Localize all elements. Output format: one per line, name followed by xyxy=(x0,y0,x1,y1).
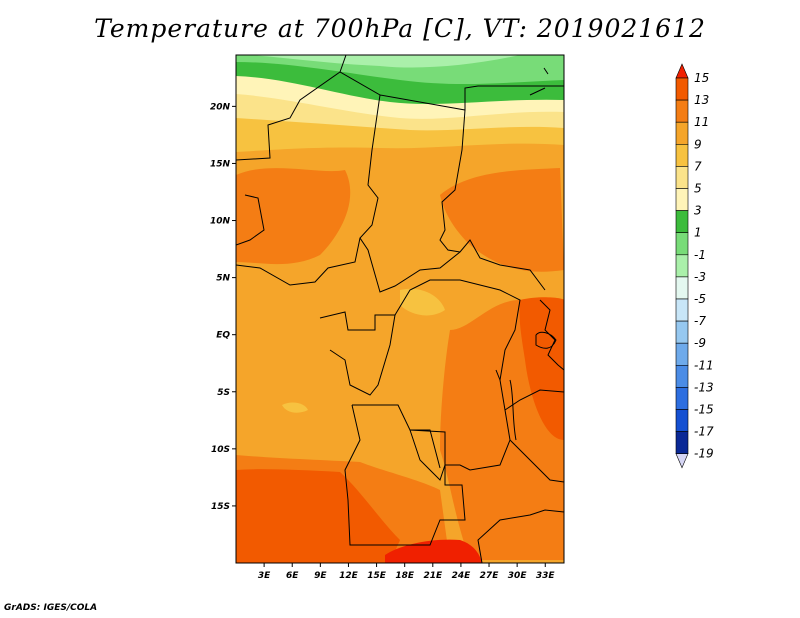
colorbar-segment xyxy=(675,298,689,322)
colorbar-segment xyxy=(675,342,689,366)
colorbar-level-label: -9 xyxy=(694,336,706,350)
colorbar-segment xyxy=(675,320,689,344)
colorbar-segment xyxy=(675,254,689,278)
colorbar-segment xyxy=(675,431,689,455)
colorbar: 15 13 11 9 7 5 3 1 -1 -3 -5 -7 -9 -11 -13 -15 -17 -19 xyxy=(675,63,714,469)
lat-tick-label: 10N xyxy=(210,217,231,227)
colorbar-level-label: 3 xyxy=(694,204,702,218)
country-borders xyxy=(236,55,564,563)
colorbar-level-label: 13 xyxy=(694,93,709,107)
lat-tick-label: 5N xyxy=(216,274,230,284)
colorbar-segment xyxy=(675,409,689,432)
lat-tick-label: 10S xyxy=(211,445,230,455)
axis-ticks: 20N 15N 10N 5N EQ 5S 10S 15S 3E 6E 9E 12E 15E 18E 21E 2… xyxy=(210,102,556,581)
colorbar-segment xyxy=(675,210,689,234)
colorbar-segment xyxy=(675,99,689,123)
lat-tick-label: EQ xyxy=(216,331,230,341)
colorbar-level-label: 7 xyxy=(694,159,702,173)
colorbar-max-arrow xyxy=(675,63,689,79)
colorbar-level-label: -1 xyxy=(694,248,706,262)
colorbar-segment xyxy=(675,121,689,145)
colorbar-level-label: 9 xyxy=(694,137,702,151)
lat-tick-label: 20N xyxy=(210,102,231,112)
lat-tick-label: 15N xyxy=(210,159,231,169)
colorbar-segment xyxy=(675,188,689,211)
colorbar-level-label: -17 xyxy=(694,425,714,439)
colorbar-level-label: 5 xyxy=(694,182,702,196)
colorbar-min-arrow xyxy=(675,453,689,469)
colorbar-level-label: 1 xyxy=(694,226,702,240)
lon-tick-label: 12E xyxy=(339,571,359,581)
lon-tick-label: 9E xyxy=(314,571,327,581)
colorbar-segment xyxy=(675,77,689,101)
lon-tick-label: 15E xyxy=(367,571,387,581)
lat-tick-label: 5S xyxy=(217,388,230,398)
lon-tick-label: 3E xyxy=(258,571,271,581)
colorbar-level-label: 15 xyxy=(694,71,709,85)
colorbar-level-label: -3 xyxy=(694,270,706,284)
colorbar-level-label: -13 xyxy=(694,380,714,394)
lon-tick-label: 6E xyxy=(286,571,299,581)
colorbar-segment xyxy=(675,166,689,189)
lon-tick-label: 27E xyxy=(480,571,500,581)
chart-title: Temperature at 700hPa [C], VT: 201902161… xyxy=(94,14,706,43)
lon-tick-label: 18E xyxy=(395,571,415,581)
colorbar-segment xyxy=(675,232,689,256)
colorbar-level-label: -15 xyxy=(694,403,714,417)
colorbar-level-label: -7 xyxy=(694,314,706,328)
colorbar-level-label: 11 xyxy=(694,115,709,129)
colorbar-segment xyxy=(675,387,689,410)
colorbar-level-label: -19 xyxy=(694,447,714,461)
lon-tick-label: 24E xyxy=(452,571,472,581)
colorbar-segment xyxy=(675,276,689,300)
lon-tick-label: 21E xyxy=(423,571,443,581)
colorbar-level-label: -5 xyxy=(694,292,706,306)
plot-frame xyxy=(235,54,565,564)
lon-tick-label: 30E xyxy=(508,571,528,581)
lon-tick-label: 33E xyxy=(536,571,556,581)
colorbar-level-label: -11 xyxy=(694,358,714,372)
colorbar-segment xyxy=(675,144,689,167)
colorbar-segment xyxy=(675,364,689,388)
credit-text: GrADS: IGES/COLA xyxy=(4,603,98,613)
temperature-field xyxy=(236,55,564,563)
lat-tick-label: 15S xyxy=(211,502,230,512)
